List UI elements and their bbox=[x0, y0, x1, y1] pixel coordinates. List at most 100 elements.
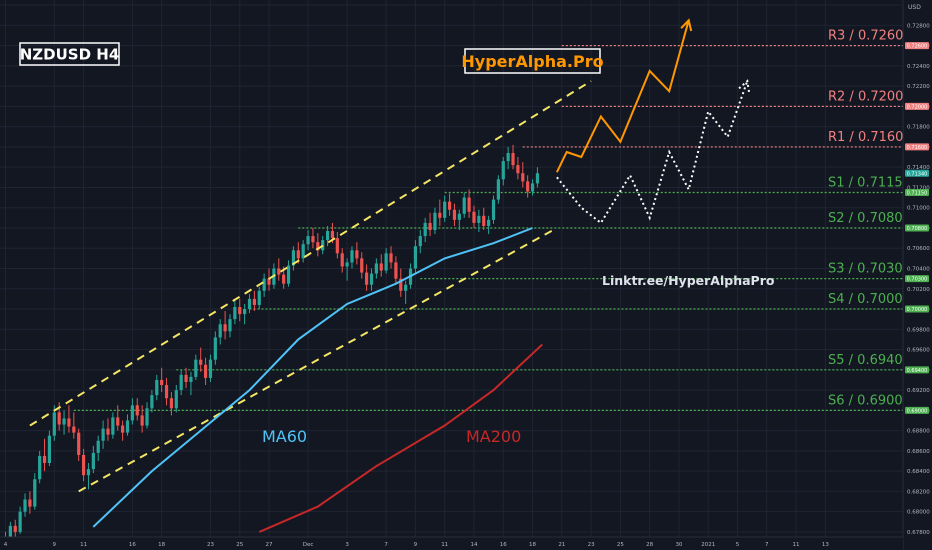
series-label-ma200: MA200 bbox=[466, 427, 521, 446]
candle-body bbox=[472, 211, 476, 223]
price-badge bbox=[905, 42, 929, 50]
candle-body bbox=[404, 284, 408, 291]
candle-body bbox=[330, 231, 335, 239]
price-tick-label: 0.71400 bbox=[907, 165, 930, 171]
candle-body bbox=[418, 236, 422, 247]
candle-body bbox=[516, 165, 520, 174]
indicator-lines: MA60 MA200 bbox=[29, 80, 592, 533]
price-badge-label: 0.70800 bbox=[907, 226, 928, 232]
candle-body bbox=[452, 209, 457, 220]
time-tick-label: 25 bbox=[617, 542, 624, 548]
price-badge bbox=[905, 224, 929, 232]
level-label: R3 / 0.7260 bbox=[828, 29, 903, 44]
candle-body bbox=[428, 222, 432, 230]
candle-body bbox=[8, 525, 12, 537]
price-tick-label: 0.71800 bbox=[907, 125, 930, 131]
price-tick-label: 0.68200 bbox=[907, 489, 930, 495]
candle-body bbox=[311, 236, 315, 243]
candle-body bbox=[57, 412, 61, 425]
candles bbox=[3, 144, 540, 550]
candle-body bbox=[169, 398, 174, 409]
candle-body bbox=[213, 337, 217, 360]
candle-body bbox=[296, 250, 300, 259]
projection-arrowhead-bullish bbox=[680, 18, 693, 32]
time-tick-label: 9 bbox=[414, 542, 418, 548]
symbol-label: NZDUSD H4 bbox=[20, 46, 120, 64]
channel-line-upper bbox=[29, 80, 592, 427]
time-tick-label: 2021 bbox=[701, 542, 715, 548]
symbol-label-box bbox=[19, 42, 120, 66]
price-badge bbox=[905, 366, 929, 374]
candle-body bbox=[491, 199, 496, 220]
candle-body bbox=[218, 324, 222, 338]
series-line-ma60 bbox=[92, 227, 533, 528]
time-tick-label: 21 bbox=[558, 542, 565, 548]
candle-body bbox=[228, 319, 232, 332]
candle-body bbox=[457, 213, 461, 220]
candle-body bbox=[111, 417, 115, 435]
time-axis-panel bbox=[0, 537, 903, 550]
level-label: S6 / 0.6900 bbox=[828, 393, 903, 408]
time-tick-label: 16 bbox=[500, 542, 507, 548]
price-badge bbox=[905, 102, 929, 110]
candle-body bbox=[257, 290, 261, 305]
candle-body bbox=[52, 412, 56, 436]
candle-body bbox=[233, 307, 237, 320]
candle-body bbox=[399, 278, 403, 291]
candle-body bbox=[155, 379, 159, 396]
currency-label: USD bbox=[908, 4, 921, 11]
price-badge bbox=[905, 305, 929, 313]
candle-body bbox=[160, 379, 164, 386]
candle-body bbox=[67, 418, 71, 427]
time-tick-label: 28 bbox=[646, 542, 653, 548]
candle-body bbox=[13, 525, 17, 532]
time-tick-label: 14 bbox=[470, 542, 477, 548]
candle-body bbox=[199, 359, 203, 365]
candle-body bbox=[360, 258, 364, 273]
candle-body bbox=[106, 428, 110, 435]
series-line-ma200 bbox=[258, 343, 543, 533]
channel-line-lower bbox=[78, 227, 558, 493]
candle-body bbox=[477, 215, 481, 223]
candle-body bbox=[194, 359, 198, 377]
candle-body bbox=[140, 415, 144, 426]
price-badge-label: 0.69400 bbox=[907, 368, 928, 374]
candle-body bbox=[423, 222, 427, 237]
candle-body bbox=[86, 469, 91, 476]
candle-body bbox=[325, 231, 330, 241]
level-label: S2 / 0.7080 bbox=[828, 211, 903, 226]
price-badge-label: 0.71150 bbox=[907, 191, 928, 197]
candle-body bbox=[33, 479, 37, 507]
candle-body bbox=[301, 244, 305, 259]
price-tick-label: 0.69600 bbox=[907, 348, 930, 354]
candle-body bbox=[208, 359, 213, 378]
candle-body bbox=[184, 374, 188, 382]
candle-body bbox=[365, 272, 369, 285]
candle-body bbox=[62, 418, 66, 425]
projection-path-bullish bbox=[556, 20, 690, 173]
candle-body bbox=[335, 238, 339, 254]
candle-body bbox=[262, 278, 266, 291]
candle-body bbox=[501, 161, 505, 180]
current-price-label: 0.71340 bbox=[907, 171, 928, 177]
candle-body bbox=[72, 426, 76, 433]
link-text[interactable]: Linktr.ee/HyperAlphaPro bbox=[602, 273, 775, 288]
time-tick-label: 7 bbox=[765, 542, 769, 548]
time-tick-label: 7 bbox=[384, 542, 388, 548]
price-tick-label: 0.70400 bbox=[907, 267, 930, 273]
candle-body bbox=[81, 454, 86, 476]
support-resistance-levels: R3 / 0.7260 R2 / 0.7200 R1 / 0.7160 S1 / 0.… bbox=[73, 29, 903, 411]
candle-body bbox=[389, 253, 393, 263]
candle-body bbox=[530, 183, 535, 192]
candle-body bbox=[355, 250, 359, 259]
candle-body bbox=[23, 499, 27, 512]
time-tick-label: 23 bbox=[588, 542, 595, 548]
candle-body bbox=[447, 201, 452, 210]
projection-arrowhead-alternative bbox=[738, 79, 750, 93]
candle-body bbox=[511, 152, 515, 166]
time-tick-label: 16 bbox=[129, 542, 136, 548]
candle-body bbox=[101, 428, 105, 441]
candle-body bbox=[121, 425, 125, 433]
